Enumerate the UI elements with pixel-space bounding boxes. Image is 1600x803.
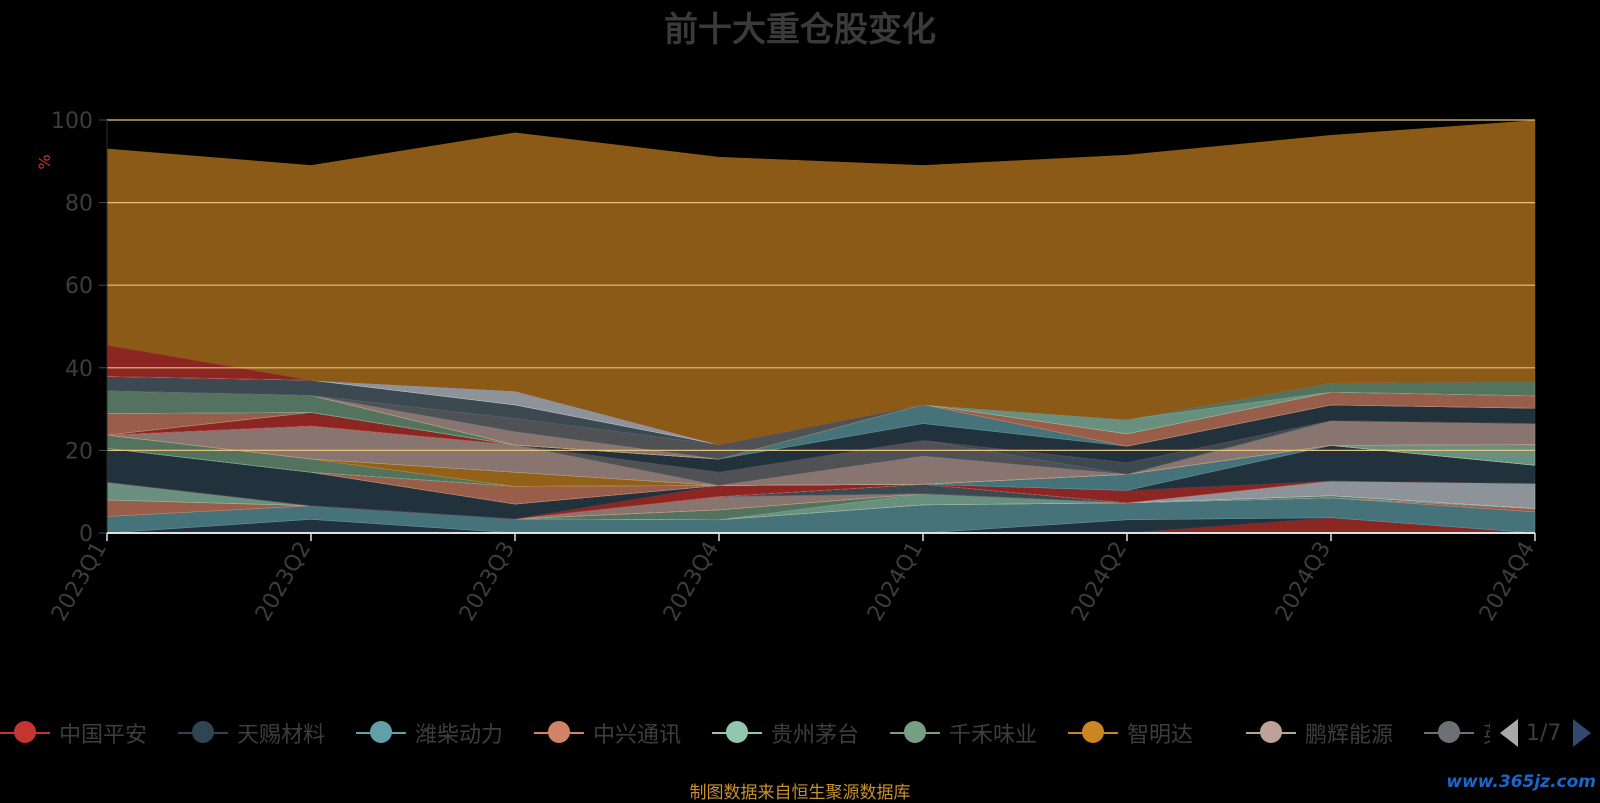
legend-dot-icon bbox=[370, 721, 392, 743]
legend-item[interactable]: 贵州茅台 bbox=[712, 716, 859, 750]
legend-label: 鹏辉能源 bbox=[1305, 723, 1394, 748]
legend-label: 天赐材料 bbox=[237, 723, 326, 748]
series-areas bbox=[106, 120, 1536, 534]
x-tick-label: 2024Q3 bbox=[1271, 538, 1336, 626]
legend-page-indicator: 1/7 bbox=[1526, 720, 1562, 746]
area-series-其他 bbox=[106, 120, 1536, 445]
legend-prev-page-icon[interactable] bbox=[1500, 719, 1518, 747]
legend-marker-icon bbox=[1068, 721, 1118, 743]
legend-item[interactable]: 中兴通讯 bbox=[534, 716, 681, 750]
grid-lines bbox=[107, 119, 1535, 451]
legend-dot-icon bbox=[904, 721, 926, 743]
legend-dot-icon bbox=[14, 721, 36, 743]
y-tick-label: 40 bbox=[65, 357, 93, 382]
legend-dot-icon bbox=[1260, 721, 1282, 743]
legend-marker-icon bbox=[178, 721, 228, 743]
legend-item[interactable]: 天赐材料 bbox=[178, 716, 325, 750]
legend-dot-icon bbox=[548, 721, 570, 743]
y-tick-label: 100 bbox=[51, 109, 93, 134]
x-tick-label: 2024Q2 bbox=[1067, 538, 1132, 626]
chart-title: 前十大重仓股变化 bbox=[664, 10, 936, 50]
x-tick-label: 2023Q2 bbox=[251, 538, 316, 626]
watermark: www.365jz.com bbox=[1446, 772, 1596, 792]
legend-marker-icon bbox=[0, 721, 50, 743]
legend-label: 千禾味业 bbox=[949, 723, 1038, 748]
legend-label: 中国平安 bbox=[59, 723, 148, 748]
y-tick-label: 80 bbox=[65, 192, 93, 217]
legend-marker-icon bbox=[890, 721, 940, 743]
legend-label: 潍柴动力 bbox=[415, 723, 504, 748]
legend-item[interactable]: 鹏辉能源 bbox=[1246, 716, 1393, 750]
legend-pager: 1/7 bbox=[1500, 716, 1592, 750]
legend-item[interactable]: 英科医疗 bbox=[1424, 716, 1490, 750]
legend-next-page-icon[interactable] bbox=[1573, 719, 1592, 747]
x-tick-label: 2024Q4 bbox=[1475, 538, 1540, 626]
legend-label: 智明达 bbox=[1127, 723, 1194, 748]
y-axis-unit: % bbox=[35, 154, 54, 169]
x-tick-label: 2023Q1 bbox=[47, 538, 112, 626]
legend-dot-icon bbox=[192, 721, 214, 743]
y-tick-label: 20 bbox=[65, 439, 93, 464]
legend-item[interactable]: 千禾味业 bbox=[890, 716, 1037, 750]
legend-item[interactable]: 中国平安 bbox=[0, 716, 147, 750]
legend-item[interactable]: 潍柴动力 bbox=[356, 716, 503, 750]
legend: 中国平安 天赐材料 潍柴动力 中兴通讯 贵州茅台 千禾味业 智明达 鹏辉能源 英科医疗 bbox=[0, 716, 1490, 750]
legend-label: 贵州茅台 bbox=[771, 723, 860, 748]
legend-marker-icon bbox=[534, 721, 584, 743]
legend-label: 中兴通讯 bbox=[593, 723, 682, 748]
legend-dot-icon bbox=[726, 721, 748, 743]
legend-dot-icon bbox=[1082, 721, 1104, 743]
legend-label: 英科医疗 bbox=[1483, 717, 1490, 749]
legend-marker-icon bbox=[1424, 721, 1474, 743]
legend-marker-icon bbox=[712, 721, 762, 743]
legend-marker-icon bbox=[356, 721, 406, 743]
legend-dot-icon bbox=[1438, 721, 1460, 743]
x-tick-label: 2024Q1 bbox=[863, 538, 928, 626]
legend-item[interactable]: 智明达 bbox=[1068, 716, 1193, 750]
x-tick-label: 2023Q4 bbox=[659, 538, 724, 626]
y-tick-label: 0 bbox=[79, 522, 93, 547]
legend-marker-icon bbox=[1246, 721, 1296, 743]
y-tick-label: 60 bbox=[65, 274, 93, 299]
data-source-note: 制图数据来自恒生聚源数据库 bbox=[689, 783, 911, 803]
x-tick-label: 2023Q3 bbox=[455, 538, 520, 626]
